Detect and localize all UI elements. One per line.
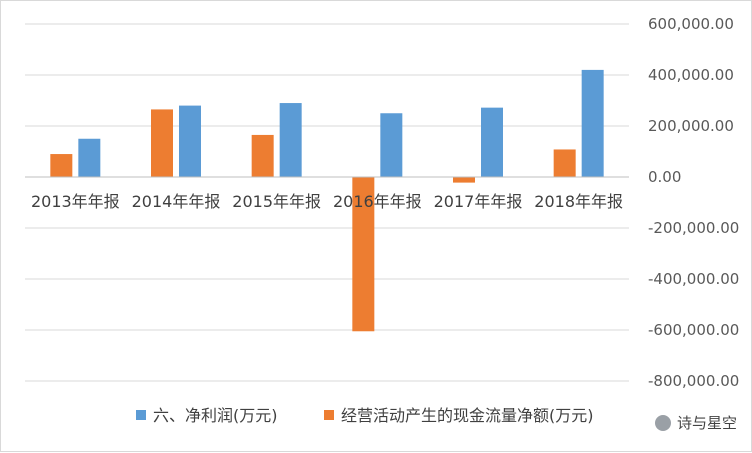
- y-tick-label: -200,000.00: [648, 219, 739, 237]
- bar: [581, 69, 604, 177]
- bar: [151, 109, 173, 177]
- bar: [453, 177, 475, 183]
- watermark: 诗与星空: [654, 412, 739, 433]
- bar: [553, 149, 576, 177]
- bar: [78, 138, 101, 177]
- bars: [50, 69, 604, 332]
- y-tick-label: -400,000.00: [648, 270, 739, 288]
- y-tick-label: -800,000.00: [648, 372, 739, 390]
- wechat-logo-icon: [654, 414, 671, 431]
- y-tick-label: 600,000.00: [648, 15, 734, 33]
- bar: [380, 113, 403, 177]
- bar: [481, 107, 503, 177]
- x-tick-label: 2018年年报: [534, 192, 623, 211]
- bar: [50, 154, 73, 177]
- x-tick-label: 2013年年报: [31, 192, 120, 211]
- x-tick-label: 2016年年报: [333, 192, 422, 211]
- bar: [179, 105, 201, 177]
- legend-label: 经营活动产生的现金流量净额(万元): [341, 406, 594, 425]
- y-tick-label: 400,000.00: [648, 66, 734, 84]
- bar: [352, 177, 375, 332]
- y-tick-label: -600,000.00: [648, 321, 739, 339]
- legend-label: 六、净利润(万元): [153, 406, 278, 425]
- bar: [279, 103, 302, 177]
- legend: 六、净利润(万元) 经营活动产生的现金流量净额(万元): [136, 406, 594, 425]
- y-tick-label: 200,000.00: [648, 117, 734, 135]
- x-tick-label: 2014年年报: [132, 192, 221, 211]
- x-tick-label: 2017年年报: [434, 192, 523, 211]
- bar: [251, 134, 274, 177]
- x-tick-label: 2015年年报: [232, 192, 321, 211]
- watermark-text: 诗与星空: [674, 412, 739, 433]
- y-tick-label: 0.00: [648, 168, 681, 186]
- axes: 600,000.00 400,000.00 200,000.00 0.00 -200,0…: [25, 15, 739, 390]
- legend-swatch: [324, 410, 334, 420]
- legend-swatch: [136, 410, 146, 420]
